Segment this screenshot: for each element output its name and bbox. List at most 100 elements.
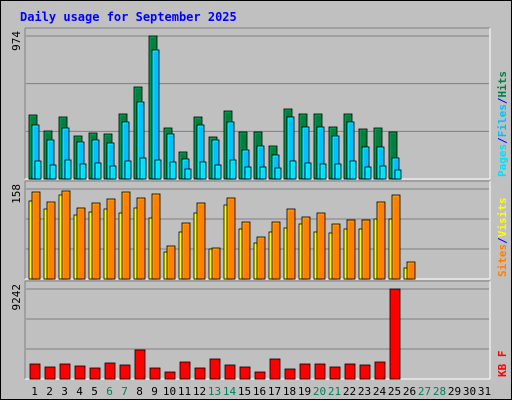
bar-pages-day-13: [214, 164, 222, 180]
bar-kb-f-day-7: [119, 364, 131, 380]
bar-sites-day-10: [166, 245, 176, 280]
bar-kb-f-day-14: [224, 364, 236, 380]
bar-pages-day-2: [49, 164, 57, 180]
ymax-label-sites-visits: 158: [10, 184, 23, 204]
day-label-16: 16: [253, 385, 266, 398]
day-label-6: 6: [106, 385, 113, 398]
legend-item: KB F: [496, 351, 509, 378]
day-label-7: 7: [121, 385, 128, 398]
legend-item: Visits: [496, 198, 509, 238]
bar-kb-f-day-3: [59, 363, 71, 380]
day-label-28: 28: [433, 385, 446, 398]
bar-sites-day-21: [331, 223, 341, 280]
bar-pages-day-10: [169, 161, 177, 180]
bar-sites-day-22: [346, 219, 356, 280]
day-label-9: 9: [151, 385, 158, 398]
bar-kb-f-day-2: [44, 366, 56, 380]
bar-sites-day-7: [121, 191, 131, 280]
bar-kb-f-day-18: [284, 368, 296, 380]
bar-pages-day-8: [139, 157, 147, 180]
bar-kb-f-day-4: [74, 365, 86, 380]
bar-kb-f-day-20: [314, 363, 326, 380]
bar-sites-day-16: [256, 236, 266, 280]
bar-sites-day-2: [46, 201, 56, 280]
bar-kb-f-day-13: [209, 358, 221, 380]
bar-sites-day-20: [316, 212, 326, 280]
day-label-25: 25: [388, 385, 401, 398]
day-label-23: 23: [358, 385, 371, 398]
legend-item: Files: [496, 104, 509, 137]
bar-sites-day-13: [211, 247, 221, 280]
bar-pages-day-14: [229, 159, 237, 180]
legend-sites-visits: Sites/Visits: [496, 198, 509, 278]
bar-kb-f-day-25: [389, 288, 401, 380]
bar-sites-day-18: [286, 208, 296, 280]
bar-pages-day-17: [274, 167, 282, 180]
bar-sites-day-15: [241, 221, 251, 280]
bar-kb-f-day-8: [134, 349, 146, 380]
bar-pages-day-18: [289, 160, 297, 180]
bar-pages-day-1: [34, 160, 42, 180]
bar-kb-f-day-11: [179, 361, 191, 380]
bar-kb-f-day-6: [104, 362, 116, 380]
bar-pages-day-12: [199, 161, 207, 180]
bar-kb-f-day-15: [239, 366, 251, 380]
day-label-14: 14: [223, 385, 237, 398]
day-label-8: 8: [136, 385, 143, 398]
day-label-4: 4: [76, 385, 83, 398]
bar-pages-day-4: [79, 163, 87, 180]
day-label-19: 19: [298, 385, 311, 398]
day-label-15: 15: [238, 385, 251, 398]
day-label-5: 5: [91, 385, 98, 398]
day-label-20: 20: [313, 385, 326, 398]
bar-sites-day-11: [181, 222, 191, 280]
bar-kb-f-day-23: [359, 364, 371, 380]
bar-pages-day-9: [154, 159, 162, 180]
bar-kb-f-day-22: [344, 363, 356, 380]
bar-sites-day-12: [196, 202, 206, 280]
legend-kbytes: KB F: [496, 351, 509, 378]
day-label-31: 31: [478, 385, 491, 398]
day-label-13: 13: [208, 385, 221, 398]
bar-kb-f-day-24: [374, 361, 386, 380]
day-label-18: 18: [283, 385, 296, 398]
legend-item: Pages: [496, 144, 509, 177]
bar-pages-day-11: [184, 168, 192, 180]
ymax-label-kbytes: 9242: [10, 284, 23, 311]
day-label-27: 27: [418, 385, 431, 398]
bar-pages-day-6: [109, 165, 117, 180]
bar-sites-day-8: [136, 197, 146, 280]
bar-sites-day-24: [376, 201, 386, 280]
day-label-17: 17: [268, 385, 281, 398]
bar-files-day-5: [91, 139, 100, 180]
bar-kb-f-day-16: [254, 371, 266, 380]
bar-pages-day-22: [349, 160, 357, 180]
day-label-12: 12: [193, 385, 206, 398]
bar-sites-day-23: [361, 219, 371, 280]
bar-pages-day-15: [244, 166, 252, 180]
bar-pages-day-23: [364, 166, 372, 180]
bar-pages-day-20: [319, 163, 327, 180]
panel-kbytes: [24, 280, 491, 380]
chart-title: Daily usage for September 2025: [20, 10, 237, 24]
bar-pages-day-19: [304, 162, 312, 180]
bar-files-day-2: [46, 139, 55, 180]
bar-sites-day-6: [106, 198, 116, 280]
bar-sites-day-25: [391, 194, 401, 280]
day-label-1: 1: [31, 385, 38, 398]
bar-kb-f-day-5: [89, 367, 101, 380]
bar-sites-day-17: [271, 221, 281, 280]
ymax-label-pages-files-hits: 974: [10, 31, 23, 51]
day-label-10: 10: [163, 385, 176, 398]
bar-kb-f-day-10: [164, 371, 176, 380]
bar-kb-f-day-21: [329, 366, 341, 380]
legend-item: /: [496, 237, 509, 244]
bar-pages-day-24: [379, 165, 387, 180]
bar-kb-f-day-12: [194, 367, 206, 380]
bar-kb-f-day-19: [299, 363, 311, 380]
day-label-24: 24: [373, 385, 387, 398]
bar-sites-day-9: [151, 193, 161, 280]
day-label-30: 30: [463, 385, 476, 398]
